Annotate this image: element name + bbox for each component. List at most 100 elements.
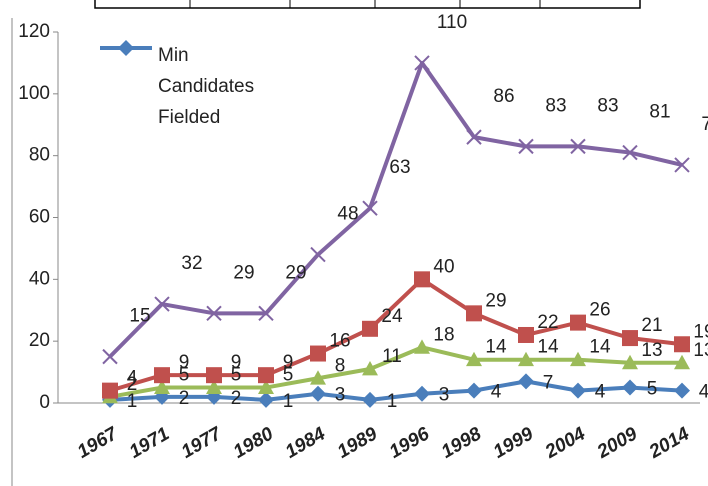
data-label: 83	[545, 95, 566, 116]
data-label: 2	[179, 388, 190, 409]
data-label: 2	[231, 388, 242, 409]
data-label: 14	[485, 337, 507, 358]
marker	[466, 382, 482, 399]
data-label: 16	[329, 331, 350, 352]
x-tick-label: 2009	[593, 423, 641, 463]
data-label: 32	[181, 253, 202, 274]
y-tick-label: 0	[39, 392, 50, 413]
marker	[154, 296, 170, 312]
x-tick-label: 1971	[126, 423, 173, 462]
marker	[258, 367, 274, 384]
data-label: 5	[231, 365, 242, 386]
data-label: 5	[179, 365, 190, 386]
x-tick-label: 1998	[438, 423, 485, 463]
marker	[258, 305, 274, 322]
marker	[674, 354, 690, 370]
marker	[570, 314, 586, 331]
x-tick-group: 1989	[334, 423, 381, 463]
table-fragment	[94, 0, 641, 9]
x-tick-label: 1967	[74, 423, 122, 463]
data-label: 40	[433, 256, 454, 277]
x-tick-group: 1967	[74, 423, 122, 463]
marker	[466, 351, 482, 367]
y-tick-label: 100	[18, 83, 50, 104]
marker	[674, 336, 690, 353]
y-tick-label: 20	[29, 330, 50, 351]
x-tick-label: 1977	[178, 423, 226, 463]
x-tick-group: 1999	[490, 423, 537, 463]
data-label: 29	[485, 290, 506, 311]
data-label: 77	[701, 114, 708, 135]
marker	[362, 391, 378, 408]
data-label: 9	[283, 352, 294, 373]
y-tick-label: 120	[18, 21, 50, 42]
data-label: 19	[693, 321, 708, 342]
marker	[466, 129, 482, 145]
marker	[466, 305, 482, 322]
data-label: 8	[335, 355, 346, 376]
marker	[570, 138, 586, 155]
marker	[362, 360, 378, 376]
data-label: 4	[595, 382, 606, 403]
marker	[206, 379, 222, 394]
data-label: 18	[433, 324, 454, 345]
marker	[622, 330, 638, 347]
marker	[310, 345, 326, 362]
x-tick-label: 1980	[230, 423, 277, 463]
marker	[518, 326, 534, 343]
data-label: 86	[493, 86, 514, 107]
data-label: 4	[127, 368, 138, 389]
data-label: 15	[129, 306, 150, 327]
data-label: 13	[641, 340, 662, 361]
series-line	[109, 345, 682, 399]
marker	[518, 373, 534, 390]
data-label: 1	[387, 391, 398, 412]
marker	[518, 138, 534, 155]
marker	[622, 144, 638, 161]
y-tick-label: 80	[29, 145, 50, 166]
data-label: 4	[491, 382, 502, 403]
data-label: 81	[649, 102, 670, 123]
marker	[674, 382, 690, 399]
data-label: 63	[389, 157, 410, 178]
data-label: 13	[693, 340, 708, 361]
marker	[414, 55, 430, 71]
data-label: 9	[231, 352, 242, 373]
series-line	[108, 60, 683, 359]
marker	[310, 370, 326, 385]
marker	[414, 271, 430, 288]
series-line	[109, 277, 683, 393]
x-tick-label: 2004	[541, 423, 589, 463]
marker	[362, 200, 378, 216]
data-label: 26	[589, 300, 610, 321]
marker	[258, 379, 274, 394]
data-label: 110	[437, 12, 467, 33]
data-label: 22	[537, 312, 558, 333]
data-label: 4	[699, 382, 708, 403]
x-tick-group: 2014	[645, 423, 693, 463]
marker	[570, 382, 586, 399]
marker	[206, 367, 222, 384]
x-tick-group: 1996	[386, 423, 433, 463]
data-label: 24	[381, 306, 403, 327]
data-label: 7	[543, 372, 554, 393]
x-tick-label: 1984	[282, 423, 329, 463]
data-label: 29	[285, 262, 306, 283]
x-tick-label: 2014	[645, 423, 693, 463]
marker	[622, 354, 638, 370]
y-tick-label: 60	[29, 207, 50, 228]
series-line	[109, 379, 683, 402]
data-label: 3	[335, 385, 346, 406]
x-tick-label: 1999	[490, 423, 537, 463]
marker	[674, 157, 690, 173]
data-label: 1	[283, 391, 294, 412]
legend-label: Min Candidates Fielded	[158, 45, 255, 128]
marker	[102, 382, 118, 399]
marker	[258, 391, 274, 408]
marker	[206, 305, 222, 322]
marker	[362, 320, 378, 337]
x-tick-label: 1996	[386, 423, 433, 463]
marker	[310, 385, 326, 402]
x-tick-group: 1980	[230, 423, 277, 463]
